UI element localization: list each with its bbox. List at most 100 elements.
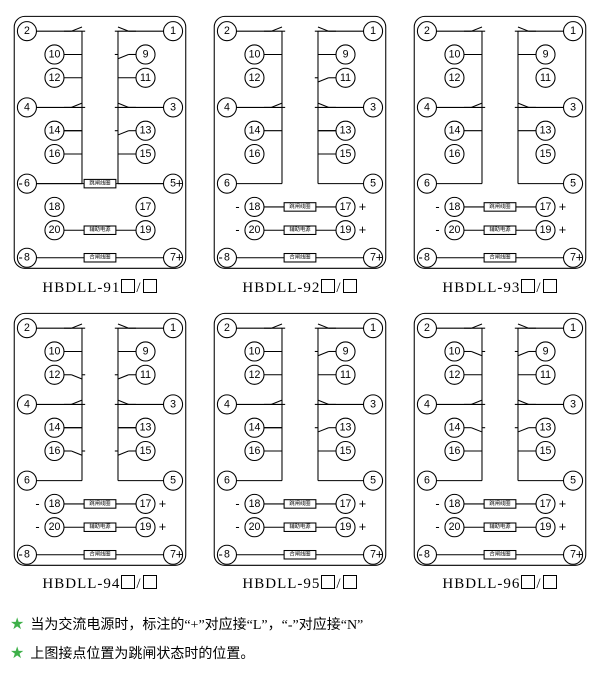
svg-text:11: 11 — [340, 72, 351, 84]
svg-text:8: 8 — [424, 252, 430, 264]
svg-text:-: - — [418, 251, 422, 265]
svg-text:-: - — [435, 223, 439, 237]
svg-text:14: 14 — [449, 421, 461, 433]
relay-label: HBDLL-96/ — [410, 575, 590, 593]
svg-text:12: 12 — [449, 368, 461, 380]
svg-text:9: 9 — [143, 345, 149, 357]
svg-text:-: - — [235, 497, 239, 511]
svg-text:+: + — [176, 251, 183, 265]
svg-text:-: - — [18, 177, 22, 191]
svg-text:20: 20 — [249, 224, 261, 236]
svg-text:14: 14 — [249, 125, 261, 137]
svg-text:3: 3 — [170, 398, 176, 410]
svg-text:5: 5 — [570, 178, 576, 190]
svg-text:9: 9 — [143, 48, 149, 60]
svg-text:+: + — [359, 200, 366, 214]
svg-text:跳闸线圈: 跳闸线圈 — [489, 202, 510, 210]
svg-text:11: 11 — [140, 368, 151, 380]
svg-text:+: + — [559, 497, 566, 511]
svg-text:+: + — [559, 520, 566, 534]
svg-text:15: 15 — [340, 148, 352, 160]
svg-text:9: 9 — [343, 345, 349, 357]
svg-text:+: + — [359, 223, 366, 237]
svg-text:18: 18 — [249, 498, 261, 510]
relay-label: HBDLL-95/ — [210, 575, 390, 593]
relay-label: HBDLL-94/ — [10, 575, 190, 593]
svg-text:+: + — [559, 200, 566, 214]
svg-text:2: 2 — [224, 25, 230, 37]
svg-text:+: + — [359, 497, 366, 511]
relay-95: 跳闸线圈辅助电源合闸线圈1234567891011121314151617181… — [210, 307, 390, 594]
svg-text:跳闸线圈: 跳闸线圈 — [89, 499, 110, 507]
svg-text:18: 18 — [449, 201, 461, 213]
svg-text:20: 20 — [449, 224, 461, 236]
svg-text:10: 10 — [49, 48, 61, 60]
svg-text:-: - — [435, 200, 439, 214]
svg-text:辅助电源: 辅助电源 — [89, 522, 111, 530]
svg-text:17: 17 — [140, 201, 152, 213]
svg-text:4: 4 — [224, 398, 230, 410]
svg-text:-: - — [35, 520, 39, 534]
svg-text:10: 10 — [249, 48, 261, 60]
svg-text:20: 20 — [49, 224, 61, 236]
svg-text:15: 15 — [540, 445, 552, 457]
svg-text:辅助电源: 辅助电源 — [289, 522, 311, 530]
svg-text:3: 3 — [370, 398, 376, 410]
svg-text:合闸线圈: 合闸线圈 — [289, 549, 310, 557]
svg-text:20: 20 — [449, 521, 461, 533]
svg-text:4: 4 — [24, 398, 30, 410]
svg-text:8: 8 — [424, 548, 430, 560]
svg-text:-: - — [218, 251, 222, 265]
svg-text:跳闸线圈: 跳闸线圈 — [289, 499, 310, 507]
svg-text:合闸线圈: 合闸线圈 — [489, 253, 510, 261]
svg-text:跳闸线圈: 跳闸线圈 — [289, 202, 310, 210]
svg-text:-: - — [435, 520, 439, 534]
svg-text:合闸线圈: 合闸线圈 — [289, 253, 310, 261]
relay-label: HBDLL-91/ — [10, 279, 190, 297]
svg-text:20: 20 — [249, 521, 261, 533]
svg-text:13: 13 — [540, 421, 552, 433]
svg-text:+: + — [159, 497, 166, 511]
svg-text:10: 10 — [249, 345, 261, 357]
svg-text:+: + — [376, 251, 383, 265]
svg-text:19: 19 — [540, 224, 552, 236]
svg-text:9: 9 — [343, 48, 349, 60]
svg-text:辅助电源: 辅助电源 — [89, 225, 111, 233]
svg-text:6: 6 — [424, 474, 430, 486]
svg-text:6: 6 — [224, 178, 230, 190]
svg-text:10: 10 — [49, 345, 61, 357]
svg-text:6: 6 — [424, 178, 430, 190]
star-icon: ★ — [10, 616, 24, 633]
svg-text:合闸线圈: 合闸线圈 — [89, 253, 110, 261]
svg-text:19: 19 — [540, 521, 552, 533]
relay-93: 跳闸线圈辅助电源合闸线圈1234567891011121314151617181… — [410, 10, 590, 297]
svg-text:+: + — [576, 251, 583, 265]
svg-text:2: 2 — [424, 322, 430, 334]
svg-text:跳闸线圈: 跳闸线圈 — [489, 499, 510, 507]
svg-text:16: 16 — [249, 445, 261, 457]
svg-text:+: + — [159, 520, 166, 534]
svg-text:13: 13 — [340, 125, 352, 137]
svg-text:10: 10 — [449, 48, 461, 60]
svg-text:12: 12 — [249, 72, 261, 84]
svg-text:+: + — [376, 547, 383, 561]
svg-text:15: 15 — [340, 445, 352, 457]
svg-text:跳闸线圈: 跳闸线圈 — [89, 179, 110, 187]
svg-text:3: 3 — [170, 101, 176, 113]
svg-text:11: 11 — [540, 72, 551, 84]
svg-text:1: 1 — [170, 25, 176, 37]
svg-text:-: - — [18, 251, 22, 265]
svg-text:12: 12 — [449, 72, 461, 84]
svg-text:18: 18 — [249, 201, 261, 213]
svg-text:辅助电源: 辅助电源 — [289, 225, 311, 233]
svg-text:18: 18 — [49, 498, 61, 510]
svg-text:9: 9 — [543, 345, 549, 357]
svg-text:8: 8 — [224, 548, 230, 560]
svg-text:15: 15 — [540, 148, 552, 160]
svg-text:16: 16 — [49, 445, 61, 457]
relay-96: 跳闸线圈辅助电源合闸线圈1234567891011121314151617181… — [410, 307, 590, 594]
svg-text:14: 14 — [249, 421, 261, 433]
svg-text:18: 18 — [449, 498, 461, 510]
svg-text:1: 1 — [570, 322, 576, 334]
svg-text:-: - — [435, 497, 439, 511]
